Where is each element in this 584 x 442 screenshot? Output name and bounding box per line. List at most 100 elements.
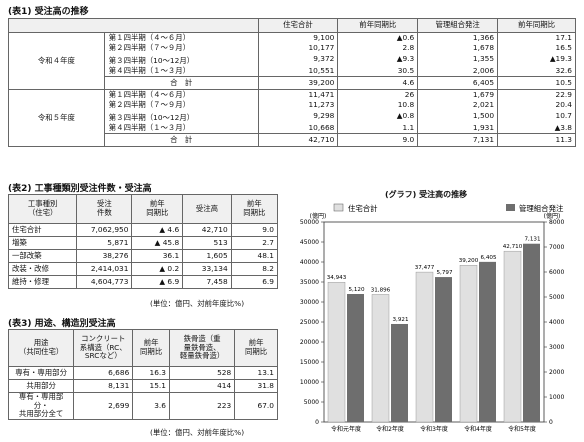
y-left-tick-label: 25000 (300, 319, 319, 326)
x-category-label: 令和3年度 (420, 425, 448, 433)
table2-value-cell: 513 (182, 236, 232, 250)
table2-value-cell: 7,062,950 (76, 223, 133, 237)
table2-row: 住宅合計 7,062,950 ▲ 4.6 42,710 9.0 (7, 223, 279, 237)
table1-header-cell: 前年同期比 (497, 18, 576, 33)
table1-total-cell: 39,200 (257, 76, 339, 90)
table1-value-cell: 17.1 (497, 32, 576, 43)
table2-value-cell: ▲ 0.2 (131, 262, 184, 276)
table1: 住宅合計 前年同期比 管理組合発注 前年同期比 令和４年度 第１四半期（４～６月）… (8, 18, 576, 147)
y-right-tick-label: 1000 (549, 394, 564, 401)
table1-total-row: 合 計 39,200 4.6 6,405 10.5 (9, 76, 576, 90)
y-left-tick-label: 45000 (300, 239, 319, 246)
table2-value-cell: 36.1 (131, 249, 184, 263)
table1-value-cell: 1,931 (417, 123, 499, 134)
table1-value-cell: 10.7 (497, 110, 576, 123)
x-category-label: 令和5年度 (508, 425, 536, 433)
table2-value-cell: ▲ 4.6 (131, 223, 184, 237)
table2-header-cell: 工事種別 （住宅） (7, 194, 78, 224)
table1-value-cell: 1,679 (417, 89, 499, 100)
table2-label-cell: 住宅合計 (7, 223, 78, 237)
y-right-tick-label: 4000 (549, 319, 564, 326)
table1-value-cell: ▲0.6 (337, 32, 419, 43)
table1-value-cell: 30.5 (337, 66, 419, 77)
table1-row: 令和５年度 第１四半期（４～６月） 11,471 26 1,679 22.9 (8, 89, 576, 147)
table2-header-cell: 受注 件数 (76, 194, 133, 224)
table1-heading: (表1) 受注高の推移 (8, 7, 89, 17)
table1-header-cell: 前年同期比 (337, 18, 419, 33)
table1-period-cell: 第２四半期（７～９月） (103, 43, 259, 53)
table1-header-row: 住宅合計 前年同期比 管理組合発注 前年同期比 (8, 18, 576, 33)
legend-swatch-housing (333, 203, 344, 212)
table1-header-cell: 住宅合計 (257, 18, 339, 33)
legend-label-management: 管理組合発注 (519, 204, 564, 213)
table2-value-cell: 38,276 (76, 249, 133, 263)
table1-value-cell: 32.6 (497, 66, 576, 77)
x-category-label: 令和元年度 (331, 425, 361, 433)
y-right-tick-label: 0 (549, 419, 553, 426)
table3-header-cell: 前年 同期比 (234, 329, 278, 367)
table2-header-cell: 受注高 (182, 194, 232, 224)
table3-body: 専有・専用部分 6,686 16.3 528 13.1 共用部分 8,131 15.1 414 3… (7, 366, 278, 420)
table1-value-cell: 1,355 (417, 53, 499, 66)
y-left-tick-label: 15000 (300, 359, 319, 366)
table2-value-cell: 42,710 (182, 223, 232, 237)
bar-housing (371, 294, 390, 423)
table2-label-cell: 増築 (7, 236, 78, 250)
table2-value-cell: 48.1 (230, 249, 279, 263)
table1-total-cell: 10.5 (497, 76, 576, 90)
table1-value-cell: 2.8 (337, 43, 419, 53)
table1-period-cell: 第１四半期（４～６月） (103, 32, 259, 43)
table1-header-blank (8, 18, 259, 33)
table3-row: 共用部分 8,131 15.1 414 31.8 (7, 379, 278, 393)
table1-row: 第３四半期（10～12月） 9,298 ▲0.8 1,500 10.7 (9, 110, 576, 123)
table1-value-cell: 10.8 (337, 100, 419, 110)
bar-management (391, 323, 408, 422)
table2-value-cell: 2.7 (230, 236, 279, 250)
table3-value-cell: 528 (168, 366, 236, 380)
table1-total-cell: 4.6 (337, 76, 419, 90)
table1-year-cell: 令和５年度 (8, 89, 105, 147)
data-label-management: 7,131 (524, 237, 540, 243)
table3-header-cell: 鉄骨造（重 量鉄骨造、 軽量鉄骨造） (168, 329, 236, 367)
table1-value-cell: 10,551 (257, 66, 339, 77)
table1-header-cell: 管理組合発注 (417, 18, 499, 33)
table2-value-cell: 6.9 (230, 275, 279, 289)
table1-row: 第３四半期（10～12月） 9,372 ▲9.3 1,355 ▲19.3 (9, 53, 576, 66)
table3-value-cell: 8,131 (73, 379, 134, 393)
table2-row: 一部改築 38,276 36.1 1,605 48.1 (7, 249, 279, 263)
table2-value-cell: 1,605 (182, 249, 232, 263)
table3-label-cell: 専有・専用部分 (7, 366, 75, 380)
table1-value-cell: 9,298 (257, 110, 339, 123)
table1-value-cell: 2,006 (417, 66, 499, 77)
table1-value-cell: ▲9.3 (337, 53, 419, 66)
bar-housing (327, 282, 346, 423)
table2-header-cell: 前年 同期比 (131, 194, 184, 224)
table1-row: 第４四半期（１～３月） 10,668 1.1 1,931 ▲3.8 (9, 123, 576, 134)
table1-period-cell: 第１四半期（４～６月） (103, 89, 259, 100)
table2-label-cell: 維持・修理 (7, 275, 78, 289)
table3-value-cell: 414 (168, 379, 236, 393)
table1-value-cell: ▲3.8 (497, 123, 576, 134)
y-right-tick-label: 7000 (549, 244, 564, 251)
table3-header-row: 用途 （共同住宅） コンクリート 系構造（RC、 SRCなど） 前年 同期比 鉄… (7, 329, 278, 367)
table2: 工事種別 （住宅） 受注 件数 前年 同期比 受注高 前年 同期比 住宅合計 7,… (7, 194, 279, 289)
table1-row: 令和４年度 第１四半期（４～６月） 9,100 ▲0.6 1,366 17.1 (8, 32, 576, 90)
table2-unit: (単位：億円、対前年度比%) (150, 299, 245, 308)
table2-value-cell: 8.2 (230, 262, 279, 276)
data-label-management: 6,405 (480, 255, 496, 261)
table2-row: 維持・修理 4,604,773 ▲ 6.9 7,458 6.9 (7, 275, 279, 289)
y-right-tick-label: 2000 (549, 369, 564, 376)
table2-value-cell: 2,414,031 (76, 262, 133, 276)
y-left-tick-label: 0 (315, 419, 319, 426)
table1-total-cell: 7,131 (417, 133, 499, 147)
data-label-management: 5,120 (348, 287, 364, 293)
table2-value-cell: 9.0 (230, 223, 279, 237)
table1-value-cell: 1.1 (337, 123, 419, 134)
table3-value-cell: 31.8 (234, 379, 278, 393)
table2-row: 改装・改修 2,414,031 ▲ 0.2 33,134 8.2 (7, 262, 279, 276)
data-label-housing: 31,896 (371, 287, 391, 293)
y-right-unit: (億円) (544, 212, 561, 220)
table1-value-cell: 2,021 (417, 100, 499, 110)
table1-year-cell: 令和４年度 (8, 32, 105, 90)
table3-value-cell: 223 (168, 392, 236, 420)
